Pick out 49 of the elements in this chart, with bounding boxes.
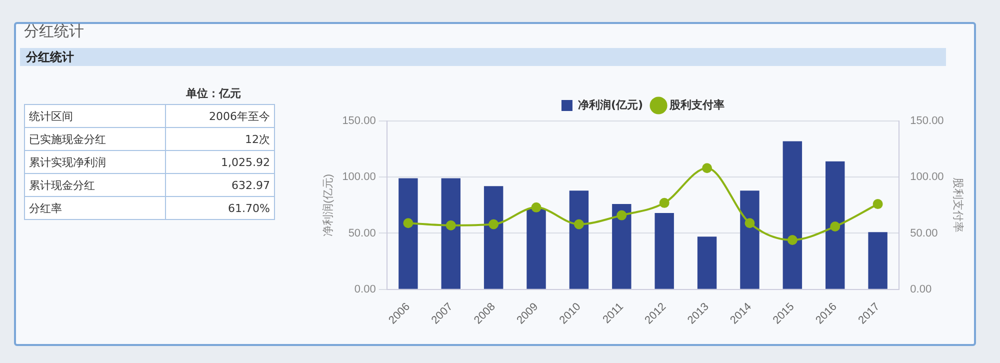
bar: [484, 186, 504, 289]
text: 累计实现净利润: [24, 150, 166, 174]
text: 统计区间: [24, 104, 166, 128]
y2-tick-label: 150.00: [910, 115, 944, 128]
bar: [654, 213, 674, 289]
point: [403, 218, 414, 228]
bar: [826, 161, 845, 289]
point: [616, 210, 627, 220]
y2-axis-title: 股利支付率: [951, 178, 964, 233]
bar: [569, 190, 589, 289]
y-axis-title: 净利润(亿元): [322, 174, 335, 236]
text: 632.97: [166, 174, 274, 196]
text: 分红统计: [24, 22, 84, 41]
point: [744, 218, 755, 228]
legend-label: 净利润(亿元): [578, 98, 644, 112]
point: [787, 234, 798, 245]
y2-tick-label: 50.00: [910, 227, 938, 240]
point: [659, 198, 670, 208]
y-tick-label: 100.00: [342, 171, 376, 184]
point: [830, 222, 840, 232]
bar: [740, 190, 760, 289]
text: 分红统计: [20, 48, 946, 66]
text: 单位：亿元: [186, 86, 241, 101]
point: [531, 202, 542, 212]
text: 2006年至今: [166, 104, 274, 128]
bar: [697, 236, 717, 289]
y2-tick-label: 100.00: [910, 171, 944, 184]
point: [702, 163, 712, 174]
text: 分红率: [24, 196, 166, 220]
legend-label: 股利支付率: [668, 98, 725, 112]
bar: [398, 178, 418, 289]
bar: [526, 208, 546, 289]
bar: [782, 141, 802, 289]
y-tick-label: 50.00: [348, 227, 376, 240]
y-tick-label: 0.00: [354, 283, 376, 296]
y2-tick-label: 0.00: [910, 283, 932, 296]
point: [872, 199, 883, 210]
text: 累计现金分红: [24, 174, 166, 196]
point: [446, 220, 456, 230]
text: 61.70%: [166, 196, 274, 220]
point: [574, 219, 584, 230]
text: 12次: [166, 128, 274, 150]
bar: [612, 204, 632, 289]
point: [488, 219, 499, 230]
bar: [868, 232, 888, 289]
text: 1,025.92: [166, 150, 274, 174]
y-tick-label: 150.00: [342, 115, 376, 128]
text: 已实施现金分红: [24, 128, 166, 150]
bar: [441, 178, 460, 289]
